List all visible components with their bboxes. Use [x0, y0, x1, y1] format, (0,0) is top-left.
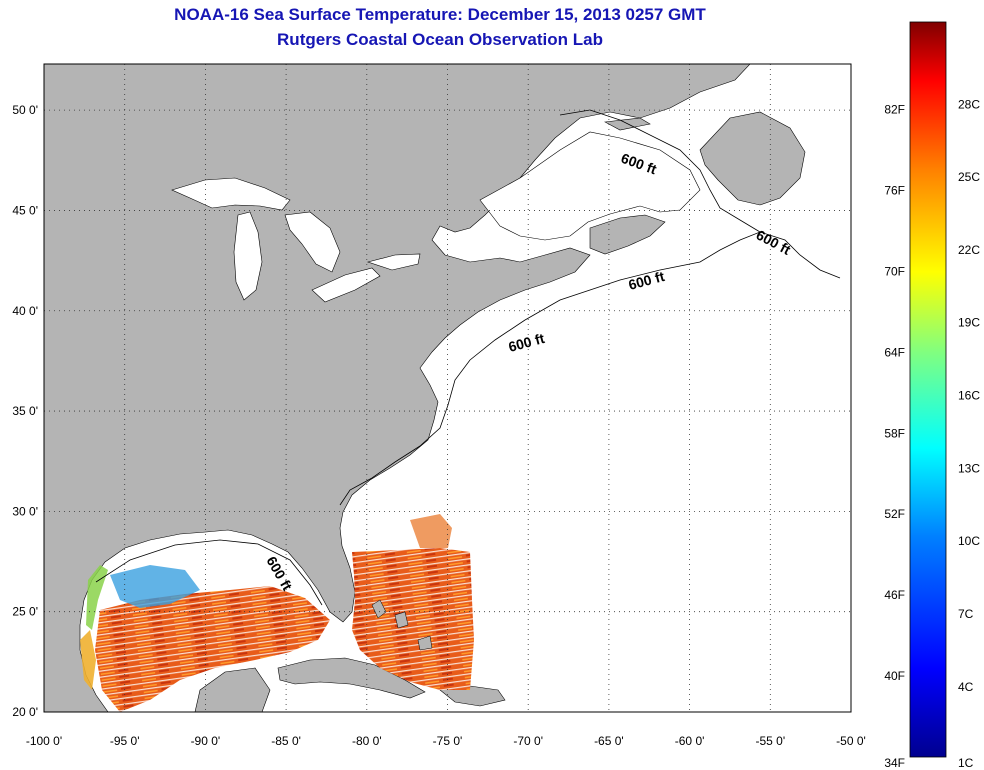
colorbar-c-label: 13C: [958, 461, 980, 475]
map-subtitle: Rutgers Coastal Ocean Observation Lab: [277, 30, 603, 49]
y-tick-label: 25 0': [12, 605, 38, 619]
colorbar-f-label: 46F: [884, 588, 905, 602]
x-axis-ticks: -100 0' -95 0' -90 0' -85 0' -80 0' -75 0' -70…: [26, 734, 866, 748]
map-grid: [44, 64, 851, 712]
isobath-600ft-gulf: [95, 539, 323, 606]
y-tick-label: 20 0': [12, 705, 38, 719]
x-tick-label: -50 0': [836, 734, 866, 748]
lake-erie: [311, 267, 381, 303]
colorbar-celsius-labels: 28C 25C 22C 19C 16C 13C 10C 7C 4C 1C: [958, 97, 980, 770]
x-tick-label: -90 0': [191, 734, 221, 748]
colorbar-f-label: 58F: [884, 426, 905, 440]
x-tick-label: -65 0': [594, 734, 624, 748]
land-bahamas: [371, 599, 433, 651]
colorbar-c-label: 16C: [958, 389, 980, 403]
land-cuba: [277, 657, 426, 699]
sst-data-atlantic-sparse: [410, 514, 452, 548]
x-tick-label: -55 0': [755, 734, 785, 748]
x-tick-label: -100 0': [26, 734, 62, 748]
sst-data-gulf-coast: [86, 565, 108, 630]
x-tick-label: -80 0': [352, 734, 382, 748]
colorbar-f-label: 76F: [884, 184, 905, 198]
y-tick-label: 30 0': [12, 504, 38, 518]
x-tick-label: -70 0': [513, 734, 543, 748]
isobath-600ft: [339, 231, 841, 506]
colorbar-f-label: 52F: [884, 507, 905, 521]
plot-border: [43, 63, 852, 713]
lake-michigan: [233, 211, 263, 301]
colorbar-c-label: 4C: [958, 680, 974, 694]
colorbar-fahrenheit-labels: 82F 76F 70F 64F 58F 52F 46F 40F 34F: [884, 103, 905, 770]
lake-ontario: [366, 253, 421, 271]
sst-data-gulf: [95, 586, 330, 712]
colorbar-f-label: 64F: [884, 345, 905, 359]
colorbar-c-label: 28C: [958, 97, 980, 111]
colorbar-f-label: 34F: [884, 756, 905, 770]
colorbar-c-label: 22C: [958, 243, 980, 257]
y-axis-ticks: 50 0' 45 0' 40 0' 35 0' 30 0' 25 0' 20 0': [12, 103, 38, 719]
colorbar: [909, 21, 947, 758]
x-tick-label: -85 0': [271, 734, 301, 748]
colorbar-f-label: 82F: [884, 103, 905, 117]
y-tick-label: 45 0': [12, 203, 38, 217]
isobath-600ft-north: [559, 109, 761, 233]
lake-superior: [171, 177, 291, 211]
sst-data-gulf-coast-warm: [80, 630, 96, 690]
y-tick-label: 50 0': [12, 103, 38, 117]
sst-data-gulf-cool: [110, 565, 200, 608]
land-newfoundland: [699, 111, 806, 206]
colorbar-f-label: 70F: [884, 264, 905, 278]
land-yucatan: [194, 667, 271, 712]
lake-huron: [284, 211, 341, 273]
x-tick-label: -60 0': [675, 734, 705, 748]
gulf-st-lawrence: [479, 131, 701, 241]
y-tick-label: 40 0': [12, 304, 38, 318]
x-tick-label: -95 0': [110, 734, 140, 748]
map-title: NOAA-16 Sea Surface Temperature: Decembe…: [174, 5, 706, 24]
colorbar-f-label: 40F: [884, 669, 905, 683]
colorbar-c-label: 7C: [958, 607, 974, 621]
x-tick-label: -75 0': [433, 734, 463, 748]
sst-data-atlantic: [352, 548, 474, 690]
colorbar-c-label: 10C: [958, 534, 980, 548]
colorbar-c-label: 25C: [958, 170, 980, 184]
colorbar-c-label: 1C: [958, 756, 974, 770]
colorbar-c-label: 19C: [958, 316, 980, 330]
y-tick-label: 35 0': [12, 404, 38, 418]
